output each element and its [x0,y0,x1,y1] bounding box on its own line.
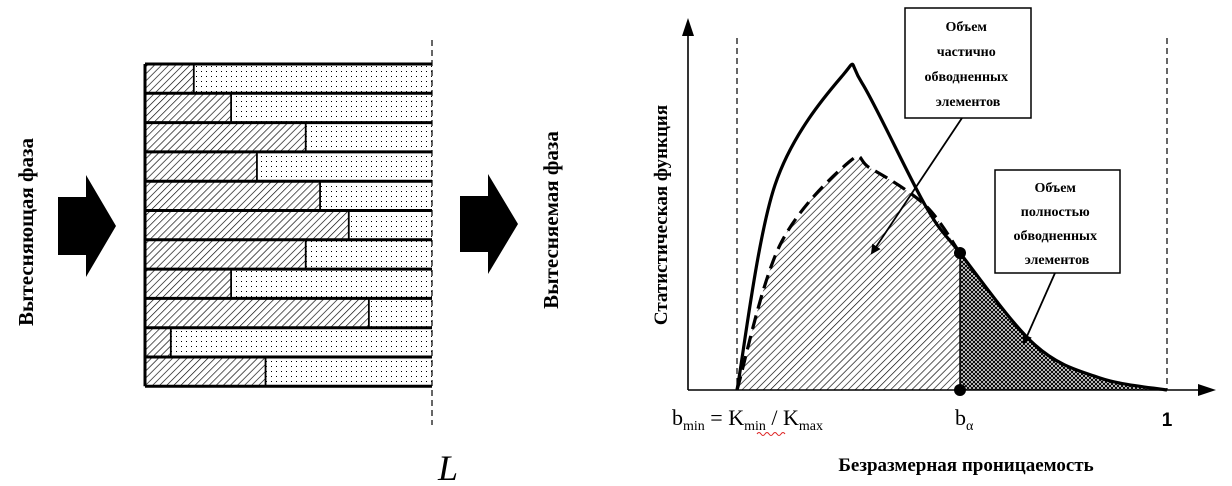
channel-displaced-segment [145,64,194,94]
callout-full-pointer [1022,272,1056,345]
right-panel: Статистическая функция Безразмерная прон… [651,7,1216,476]
channel-remaining-segment [193,64,432,94]
partial-distribution-curve [735,154,962,391]
channel-displaced-segment [145,93,232,123]
channel-displaced-segment [145,181,321,211]
callout-partial-box [904,7,1032,119]
channel-remaining-segment [170,327,432,357]
balpha-label: bα [955,405,974,434]
displacing-flow-arrow [58,175,116,277]
channel-remaining-segment [265,357,432,387]
channel-displaced-segment [145,298,369,328]
channel-bundle [143,62,432,388]
channel-remaining-segment [231,93,432,123]
one-label: 1 [1162,410,1173,431]
displaced-flow-arrow [460,174,518,274]
displacing-phase-label: Вытесняющая фаза [14,138,38,326]
displaced-phase-label: Вытесняемая фаза [539,131,563,309]
total-distribution-curve [735,62,1168,392]
channel-remaining-segment [231,269,432,299]
x-axis-label: Безразмерная проницаемость [838,455,1093,476]
balpha-curve-point [954,247,966,259]
callout-full-text: Объем полностью обводненных элементов [1014,181,1101,268]
callout-partial-text: Объем частично обводненных элементов [925,20,1012,110]
channel-displaced-segment [145,269,232,299]
callout-partial-pointer [870,117,963,255]
left-panel: Вытесняющая фаза L Вытесняемая фаза [14,40,563,486]
channel-remaining-segment [256,151,432,182]
y-axis-label: Статистическая функция [651,105,672,325]
length-label: L [437,448,458,486]
balpha-axis-point [954,384,966,396]
channel-displaced-segment [145,239,306,270]
channel-displaced-segment [145,122,306,152]
partial-flooded-area [737,156,960,390]
y-axis-arrow [682,18,694,36]
x-axis-arrow [1198,384,1216,396]
channel-remaining-segment [320,181,432,211]
channel-remaining-segment [348,210,432,240]
channel-remaining-segment [305,239,432,270]
callout-full-box [994,169,1121,274]
channel-displaced-segment [145,151,257,182]
kmin-spellcheck-underline [756,432,786,436]
fully-flooded-area [960,253,1167,390]
channel-remaining-segment [368,298,432,328]
bmin-label: bmin = Kmin / Kmax [672,405,823,434]
channel-displaced-segment [145,327,171,357]
channel-displaced-segment [145,210,349,240]
channel-displaced-segment [145,357,266,387]
channel-remaining-segment [305,122,432,152]
